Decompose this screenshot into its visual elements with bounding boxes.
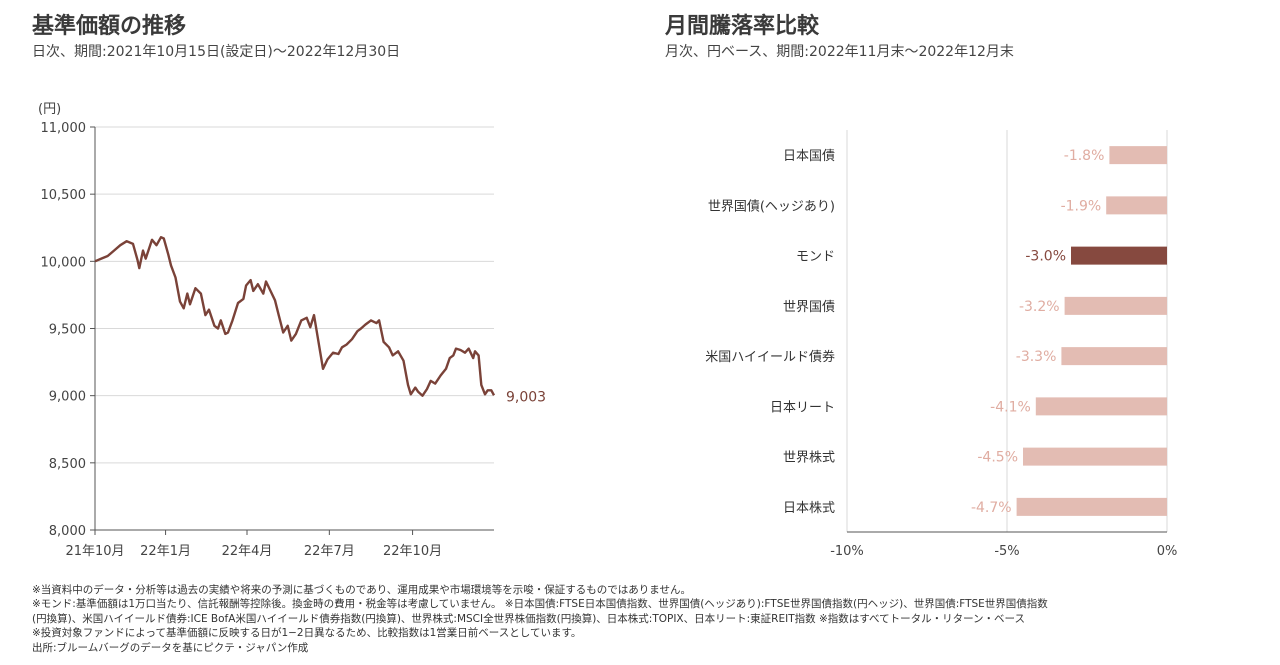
category-label: 日本リート	[770, 400, 835, 415]
bar-value-label: -1.8%	[1064, 148, 1105, 164]
category-label: 日本株式	[783, 501, 835, 516]
category-label: モンド	[796, 250, 835, 265]
x-tick-label: 0%	[1157, 544, 1178, 559]
category-label: 日本国債	[783, 149, 835, 164]
end-value-label: 9,003	[506, 389, 546, 405]
y-tick-label: 10,500	[41, 188, 87, 203]
category-label: 世界国債(ヘッジあり)	[708, 199, 835, 214]
nav-line-chart: 8,000 8,500 9,000 9,500 10,000 10,500 11,000 (円…	[38, 102, 546, 559]
bar	[1061, 347, 1167, 366]
bar	[1023, 447, 1167, 466]
footnote-line: 出所:ブルームバーグのデータを基にピクテ・ジャパン作成	[32, 641, 309, 654]
bar-value-label: -3.2%	[1019, 299, 1060, 315]
bar	[1106, 196, 1167, 215]
line-chart-title: 基準価額の推移	[32, 14, 187, 39]
bar-value-label: -4.1%	[990, 399, 1031, 415]
x-tick-label: -5%	[994, 544, 1019, 559]
return-bar-chart: -10% -5% 0% 日本国債 -1.8% 世界国債(ヘッジあり) -1.9% モンド -3.…	[705, 130, 1178, 559]
x-tick-label: 21年10月	[65, 544, 124, 559]
y-tick-label: 11,000	[41, 121, 87, 136]
y-axis-unit: (円)	[38, 102, 61, 117]
bar	[1064, 296, 1167, 315]
bar-chart-title: 月間騰落率比較	[665, 14, 820, 39]
category-label: 米国ハイイールド債券	[705, 349, 835, 365]
y-tick-label: 8,000	[49, 524, 86, 539]
x-tick-label: -10%	[830, 544, 864, 559]
footnote-line: ※モンド:基準価額は1万口当たり、信託報酬等控除後。換金時の費用・税金等は考慮し…	[32, 598, 1048, 611]
bar-value-label: -3.0%	[1025, 249, 1066, 265]
category-label: 世界国債	[783, 300, 835, 315]
bar-chart-subtitle: 月次、円ベース、期間:2022年11月末～2022年12月末	[665, 44, 1014, 60]
bar	[1016, 497, 1167, 516]
category-label: 世界株式	[783, 451, 835, 466]
bar-value-label: -3.3%	[1016, 349, 1057, 365]
x-tick-label: 22年1月	[140, 544, 191, 559]
x-tick-label: 22年7月	[304, 544, 355, 559]
x-tick-label: 22年10月	[383, 544, 442, 559]
y-tick-label: 9,000	[49, 390, 86, 405]
y-tick-label: 10,000	[41, 255, 87, 270]
x-tick-label: 22年4月	[222, 544, 273, 559]
bar	[1035, 397, 1167, 416]
y-tick-label: 9,500	[49, 323, 86, 338]
bar-value-label: -4.5%	[977, 450, 1018, 466]
bar	[1071, 246, 1167, 265]
footnote-line: ※投資対象ファンドによって基準価額に反映する日が1−2日異なるため、比較指数は1…	[32, 627, 582, 640]
bar-value-label: -4.7%	[971, 500, 1012, 516]
footnotes: ※当資料中のデータ・分析等は過去の実績や将来の予測に基づくものであり、運用成果や…	[32, 583, 1272, 655]
footnote-line: ※当資料中のデータ・分析等は過去の実績や将来の予測に基づくものであり、運用成果や…	[32, 584, 691, 596]
line-chart-subtitle: 日次、期間:2021年10月15日(設定日)～2022年12月30日	[32, 44, 401, 60]
y-tick-label: 8,500	[49, 457, 86, 472]
nav-series-line	[94, 236, 496, 397]
footnote-line: (円換算)、米国ハイイールド債券:ICE BofA米国ハイイールド債券指数(円換…	[32, 612, 1026, 625]
bar-value-label: -1.9%	[1061, 198, 1102, 214]
bar	[1109, 146, 1167, 165]
